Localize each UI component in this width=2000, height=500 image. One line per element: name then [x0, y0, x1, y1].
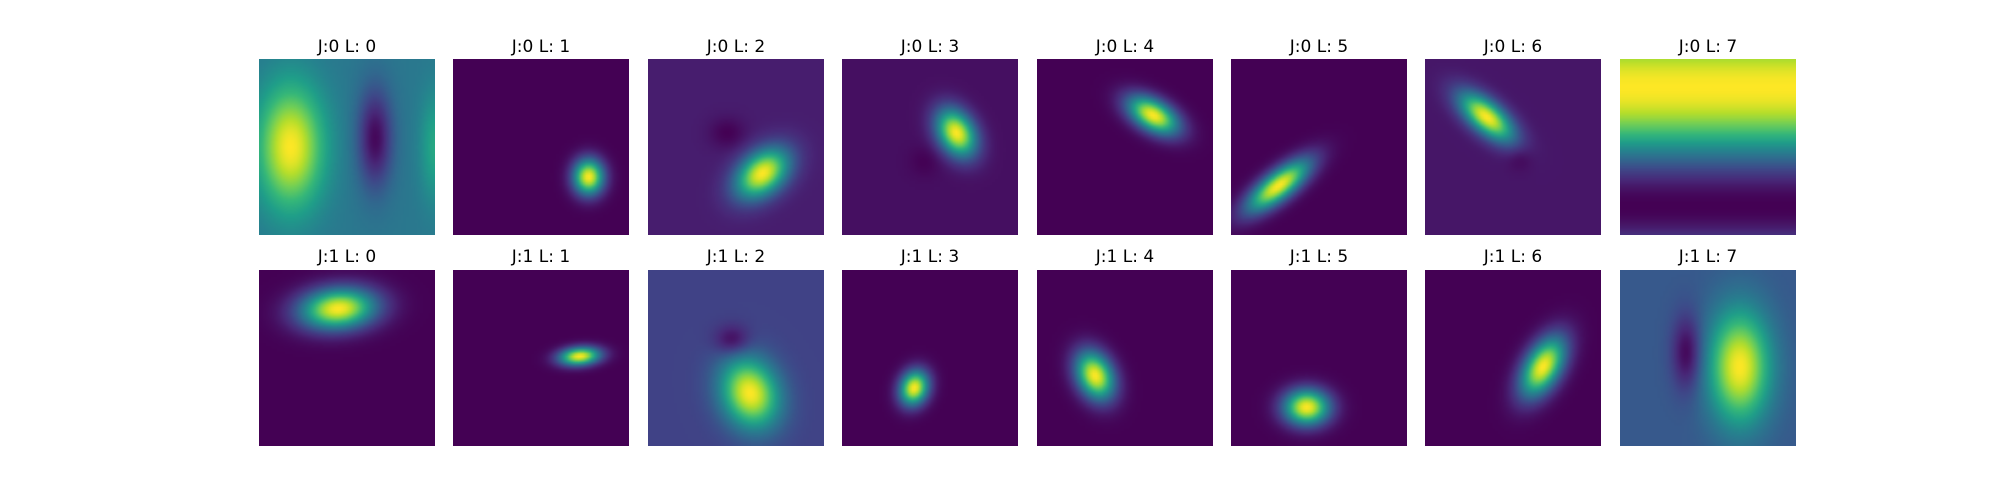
- filter-heatmap-image: [1231, 59, 1407, 235]
- filter-heatmap-image: [648, 59, 824, 235]
- filter-panel: J:1 L: 7: [1620, 247, 1796, 446]
- panel-title: J:1 L: 6: [1483, 247, 1542, 267]
- panel-title: J:1 L: 4: [1095, 247, 1154, 267]
- filter-heatmap-image: [453, 270, 629, 446]
- filter-panel: J:1 L: 5: [1231, 247, 1407, 446]
- filter-panel: J:1 L: 4: [1037, 247, 1213, 446]
- panel-title: J:0 L: 2: [706, 37, 765, 57]
- filter-heatmap-image: [842, 270, 1018, 446]
- filter-heatmap-image: [1425, 270, 1601, 446]
- panels-layer: J:0 L: 0 J:0 L: 1 J:0 L: 2 J:0 L: 3 J:0 L: 4…: [259, 37, 1796, 446]
- filter-panel: J:0 L: 1: [453, 37, 629, 235]
- panel-title: J:1 L: 1: [511, 247, 570, 267]
- panel-title: J:1 L: 2: [706, 247, 765, 267]
- filter-heatmap-image: [1037, 270, 1213, 446]
- filter-panel: J:0 L: 3: [842, 37, 1018, 235]
- filter-heatmap-image: [259, 59, 435, 235]
- panel-title: J:0 L: 6: [1483, 37, 1542, 57]
- panel-title: J:0 L: 1: [511, 37, 570, 57]
- filter-heatmap-image: [1231, 270, 1407, 446]
- filter-heatmap-image: [453, 59, 629, 235]
- filter-panel: J:0 L: 4: [1037, 37, 1213, 235]
- panel-title: J:0 L: 3: [900, 37, 959, 57]
- filter-heatmap-image: [842, 59, 1018, 235]
- panel-title: J:1 L: 7: [1678, 247, 1737, 267]
- filter-panel: J:1 L: 2: [648, 247, 824, 446]
- filter-heatmap-image: [1425, 59, 1601, 235]
- filter-panel: J:0 L: 6: [1425, 37, 1601, 235]
- filter-panel: J:1 L: 1: [453, 247, 629, 446]
- panel-title: J:1 L: 3: [900, 247, 959, 267]
- panel-title: J:1 L: 0: [317, 247, 376, 267]
- panel-title: J:0 L: 4: [1095, 37, 1154, 57]
- filter-panel: J:1 L: 3: [842, 247, 1018, 446]
- filter-heatmap-image: [648, 270, 824, 446]
- filter-heatmap-image: [1620, 59, 1796, 235]
- filter-heatmap-image: [1037, 59, 1213, 235]
- filter-panel: J:1 L: 0: [259, 247, 435, 446]
- panel-title: J:1 L: 5: [1289, 247, 1348, 267]
- filter-panel: J:1 L: 6: [1425, 247, 1601, 446]
- panel-title: J:0 L: 7: [1678, 37, 1737, 57]
- filter-panel: J:0 L: 0: [259, 37, 435, 235]
- panel-title: J:0 L: 0: [317, 37, 376, 57]
- filter-heatmap-image: [259, 270, 435, 446]
- filter-panel: J:0 L: 5: [1231, 37, 1407, 235]
- filter-panel: J:0 L: 2: [648, 37, 824, 235]
- filter-panel: J:0 L: 7: [1620, 37, 1796, 235]
- filter-heatmap-image: [1620, 270, 1796, 446]
- panel-title: J:0 L: 5: [1289, 37, 1348, 57]
